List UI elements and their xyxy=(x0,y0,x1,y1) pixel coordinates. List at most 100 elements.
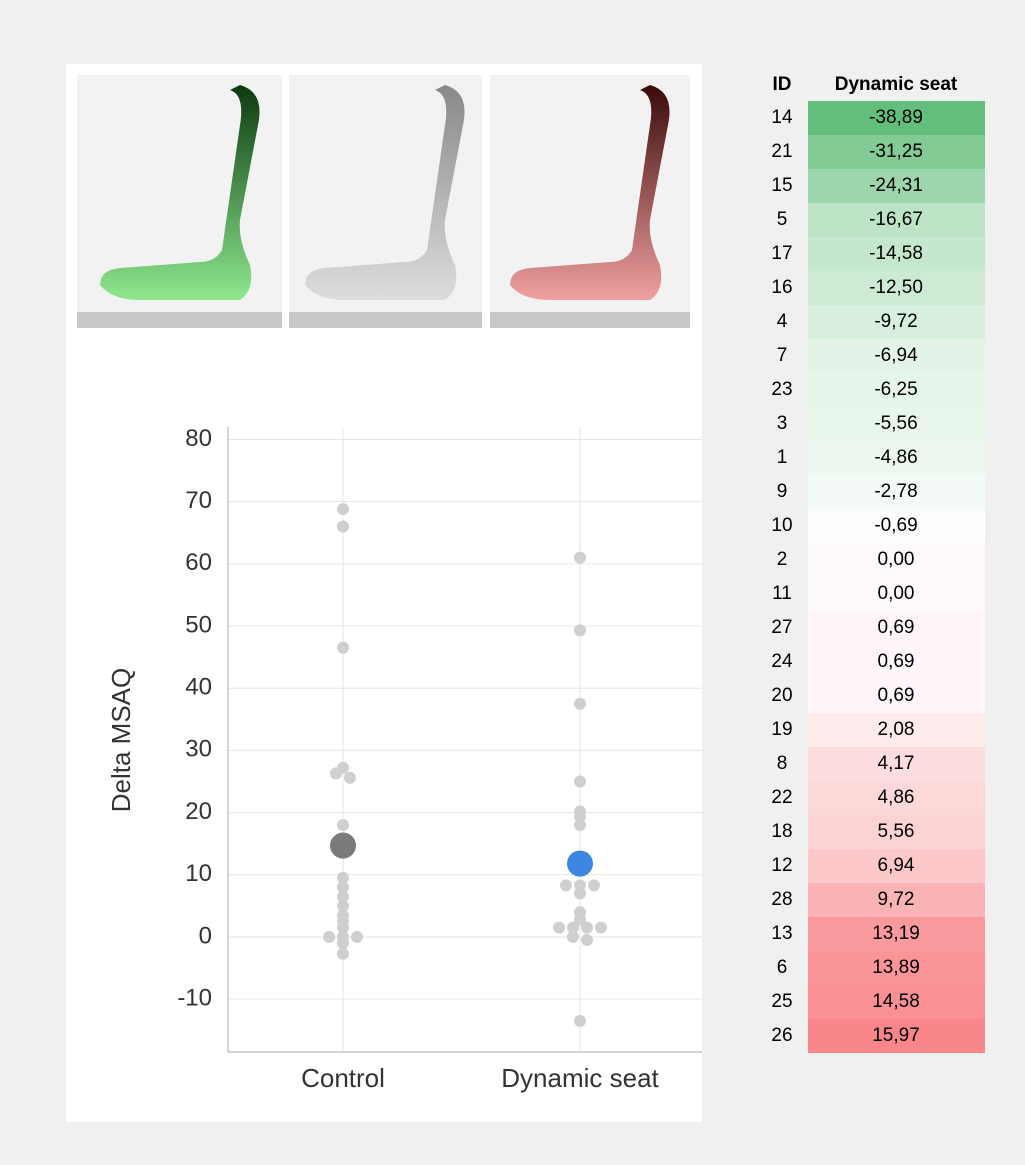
table-cell-text: 19 xyxy=(771,719,792,740)
table-cell-text: 5,56 xyxy=(878,821,915,842)
table-cell-text: 0,69 xyxy=(878,685,915,706)
data-point xyxy=(588,879,600,891)
table-cell-text: -16,67 xyxy=(869,209,923,230)
data-point xyxy=(337,819,349,831)
y-tick-label: 40 xyxy=(185,674,212,701)
table-cell-text: 21 xyxy=(771,141,792,162)
y-tick-label: 0 xyxy=(199,922,212,949)
table-cell-text: 2 xyxy=(777,549,788,570)
table-cell-text: 6 xyxy=(777,957,788,978)
data-point xyxy=(574,887,586,899)
table-cell-text: -6,25 xyxy=(874,379,917,400)
table-cell-text: 28 xyxy=(771,889,792,910)
table-cell-text: 18 xyxy=(771,821,792,842)
table-cell-text: 4,17 xyxy=(878,753,915,774)
table-cell-text: 13,89 xyxy=(872,957,920,978)
table-cell-text: 4,86 xyxy=(878,787,915,808)
data-point xyxy=(560,879,572,891)
table-cell-text: 15 xyxy=(771,175,792,196)
y-tick-label: 60 xyxy=(185,549,212,576)
table-cell-text: -0,69 xyxy=(874,515,917,536)
data-point xyxy=(344,772,356,784)
figure: -1001020304050607080ControlDynamic seat … xyxy=(0,0,1025,1160)
seat-image xyxy=(77,75,282,328)
table-cell-text: 9 xyxy=(777,481,788,502)
table-cell-text: -6,94 xyxy=(874,345,918,366)
y-tick-label: 30 xyxy=(185,736,212,763)
table-cell-text: 10 xyxy=(771,515,792,536)
seat-image xyxy=(490,75,690,328)
table-cell-text: 17 xyxy=(771,243,792,264)
table-cell-text: -38,89 xyxy=(869,107,923,128)
data-point xyxy=(330,767,342,779)
table-cell-text: 15,97 xyxy=(872,1025,920,1046)
table-cell-text: 24 xyxy=(771,651,793,672)
data-point xyxy=(351,931,363,943)
table-cell-text: 22 xyxy=(771,787,792,808)
table-cell-text: 12 xyxy=(771,855,792,876)
table-cell-text: -4,86 xyxy=(874,447,917,468)
table-cell-text: 9,72 xyxy=(878,889,915,910)
table-cell-text: 11 xyxy=(772,583,792,604)
table-cell-text: 14,58 xyxy=(872,991,920,1012)
y-tick-label: 10 xyxy=(185,860,212,887)
mean-point xyxy=(330,833,356,859)
table-cell-text: 26 xyxy=(771,1025,792,1046)
data-point xyxy=(337,521,349,533)
data-point xyxy=(567,931,579,943)
table-cell-text: 6,94 xyxy=(878,855,915,876)
table: IDDynamic seat14-38,8921-31,2515-24,315-… xyxy=(771,74,985,1053)
data-point xyxy=(574,698,586,710)
table-header: Dynamic seat xyxy=(835,74,958,95)
table-cell-text: 8 xyxy=(777,753,788,774)
table-cell-text: -24,31 xyxy=(869,175,923,196)
table-cell-text: -12,50 xyxy=(869,277,923,298)
x-tick-label: Control xyxy=(301,1063,385,1093)
table-cell-text: 13,19 xyxy=(872,923,920,944)
table-cell-text: 27 xyxy=(771,617,792,638)
table-cell-text: 0,69 xyxy=(878,651,915,672)
table-cell-text: 13 xyxy=(771,923,792,944)
table-cell-text: -5,56 xyxy=(874,413,917,434)
y-axis-label: Delta MSAQ xyxy=(106,668,136,813)
table-cell-text: -14,58 xyxy=(869,243,923,264)
y-tick-label: 50 xyxy=(185,611,212,638)
data-point xyxy=(574,552,586,564)
data-point xyxy=(574,624,586,636)
table-cell-text: 7 xyxy=(777,345,788,366)
table-cell-text: 0,00 xyxy=(878,583,915,604)
table-cell-text: 16 xyxy=(771,277,792,298)
table-cell-text: -9,72 xyxy=(874,311,917,332)
table-cell-text: 0,69 xyxy=(878,617,915,638)
data-point xyxy=(581,934,593,946)
data-point xyxy=(581,922,593,934)
table-cell-text: 0,00 xyxy=(878,549,915,570)
table-cell-text: -31,25 xyxy=(869,141,923,162)
y-tick-label: -10 xyxy=(177,984,212,1011)
table-cell-text: 2,08 xyxy=(878,719,915,740)
y-tick-label: 70 xyxy=(185,487,212,514)
y-tick-label: 80 xyxy=(185,425,212,452)
table-cell-text: 20 xyxy=(771,685,792,706)
data-point xyxy=(337,937,349,949)
data-point xyxy=(574,1015,586,1027)
table-cell-text: 25 xyxy=(771,991,792,1012)
table-header: ID xyxy=(773,74,792,95)
mean-point xyxy=(567,851,593,877)
data-point xyxy=(574,775,586,787)
table-cell-text: 14 xyxy=(771,107,793,128)
y-tick-label: 20 xyxy=(185,798,212,825)
seat-images xyxy=(77,75,690,328)
table-cell-text: 1 xyxy=(777,447,788,468)
data-point xyxy=(337,948,349,960)
data-point xyxy=(337,642,349,654)
data-point xyxy=(337,503,349,515)
table-cell-text: 5 xyxy=(777,209,788,230)
table-cell-text: 4 xyxy=(777,311,788,332)
data-point xyxy=(595,922,607,934)
x-tick-label: Dynamic seat xyxy=(501,1063,659,1093)
data-point xyxy=(553,922,565,934)
table-cell-text: 3 xyxy=(777,413,788,434)
seat-image xyxy=(289,75,482,328)
data-point xyxy=(323,931,335,943)
